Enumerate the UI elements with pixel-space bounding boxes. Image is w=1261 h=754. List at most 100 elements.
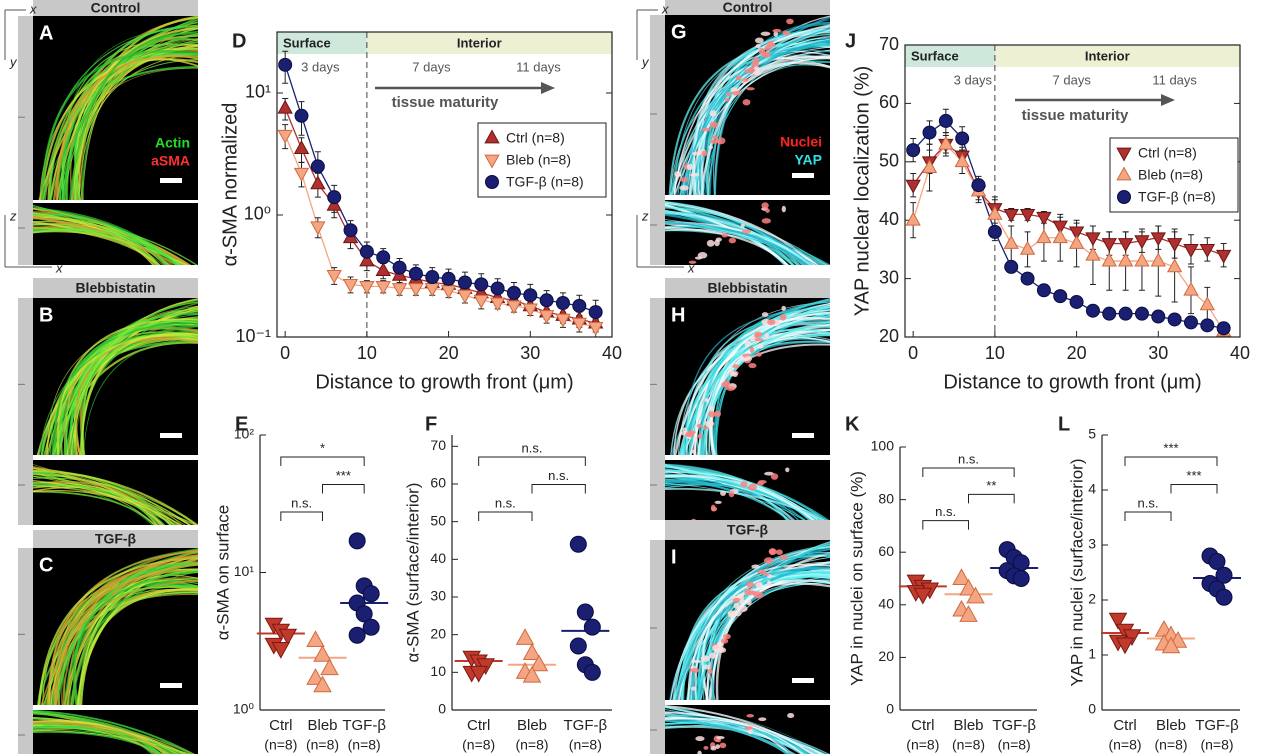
nucleus [741, 229, 752, 234]
x-tick-note: (n=8) [515, 737, 548, 753]
day-label: 11 days [1152, 72, 1197, 87]
nucleus [757, 343, 764, 349]
nucleus [714, 410, 722, 418]
fiber [665, 227, 789, 265]
legend-box [1109, 137, 1239, 213]
nucleus [733, 602, 740, 609]
marker [474, 277, 489, 292]
panel-header [665, 520, 830, 540]
nucleus [697, 251, 708, 259]
marker [1036, 229, 1052, 244]
marker [1102, 306, 1117, 321]
panel-letter: D [232, 30, 246, 52]
x-tick-label: 20 [1067, 343, 1087, 363]
fiber [39, 321, 198, 455]
marker [954, 153, 970, 168]
nucleus [707, 669, 713, 675]
marker [1036, 211, 1052, 226]
channel-label: aSMA [151, 153, 190, 169]
nucleus [697, 433, 703, 439]
x-tick-label: TGF-β [992, 717, 1036, 734]
y-tick-label: 100 [871, 438, 895, 454]
fiber [82, 38, 198, 200]
nucleus [746, 581, 755, 588]
nucleus [756, 352, 762, 357]
scale-bar [160, 683, 182, 688]
fiber [33, 490, 164, 525]
nucleus [686, 163, 694, 171]
nucleus [729, 370, 735, 377]
orientation-label: z [9, 208, 17, 223]
marker [1003, 235, 1019, 249]
fiber [687, 544, 830, 700]
x-tick-label: Ctrl [467, 717, 490, 734]
significance-label: n.s. [1138, 495, 1159, 510]
marker [469, 665, 488, 683]
nucleus [723, 633, 731, 640]
y-tick-label: 0 [886, 701, 894, 717]
fiber [70, 299, 198, 455]
nucleus [748, 483, 757, 491]
marker [359, 244, 374, 259]
marker [376, 250, 391, 265]
significance-bracket [922, 520, 969, 530]
significance-bracket [968, 493, 1015, 504]
micrograph [33, 460, 198, 525]
marker [306, 630, 325, 648]
nucleus [721, 381, 730, 388]
x-tick-label: Ctrl [1113, 717, 1136, 734]
marker [1215, 566, 1233, 584]
marker [1101, 252, 1117, 267]
significance-label: n.s. [522, 440, 543, 455]
micrograph [33, 16, 198, 200]
arrow-head [541, 82, 555, 94]
x-tick-label: 0 [280, 343, 290, 363]
fiber [665, 479, 800, 520]
marker [391, 283, 408, 297]
micrograph [665, 460, 830, 520]
marker [1004, 259, 1019, 274]
y-tick-label: 20 [879, 326, 899, 346]
nucleus [754, 37, 764, 44]
y-tick-label: 10¹ [245, 82, 271, 102]
nucleus [751, 564, 760, 569]
panel-title: Blebbistatin [75, 280, 155, 296]
marker [313, 645, 332, 662]
marker [905, 211, 921, 226]
nucleus [749, 346, 754, 353]
y-tick-label: 10⁰ [244, 204, 271, 224]
day-label: 7 days [1053, 72, 1092, 87]
fiber [33, 227, 170, 265]
marker [959, 578, 978, 596]
marker [441, 271, 456, 286]
nucleus [716, 137, 726, 145]
y-tick-label: 20 [430, 625, 446, 641]
significance-bracket [280, 456, 365, 466]
marker [583, 663, 601, 681]
nucleus [772, 28, 782, 33]
y-tick-label: 3 [1088, 536, 1096, 552]
nucleus [735, 75, 742, 81]
x-tick-note: (n=8) [569, 737, 602, 753]
nucleus [732, 91, 742, 96]
marker [938, 135, 954, 150]
marker [326, 269, 342, 284]
micrograph [33, 203, 198, 265]
nucleus [740, 481, 748, 488]
significance-bracket [322, 484, 365, 494]
nucleus [719, 742, 727, 749]
nucleus [782, 30, 791, 36]
nucleus [738, 605, 748, 612]
panel-header [665, 278, 830, 298]
nucleus [695, 736, 705, 742]
marker [583, 618, 601, 636]
marker [342, 278, 359, 293]
nucleus [706, 239, 715, 247]
nucleus [786, 18, 794, 25]
nucleus [685, 433, 694, 437]
x-tick-note: (n=8) [264, 737, 297, 753]
marker [271, 642, 291, 659]
fiber [709, 328, 830, 455]
nucleus [728, 490, 735, 498]
legend-label: TGF-β (n=8) [1138, 189, 1216, 205]
